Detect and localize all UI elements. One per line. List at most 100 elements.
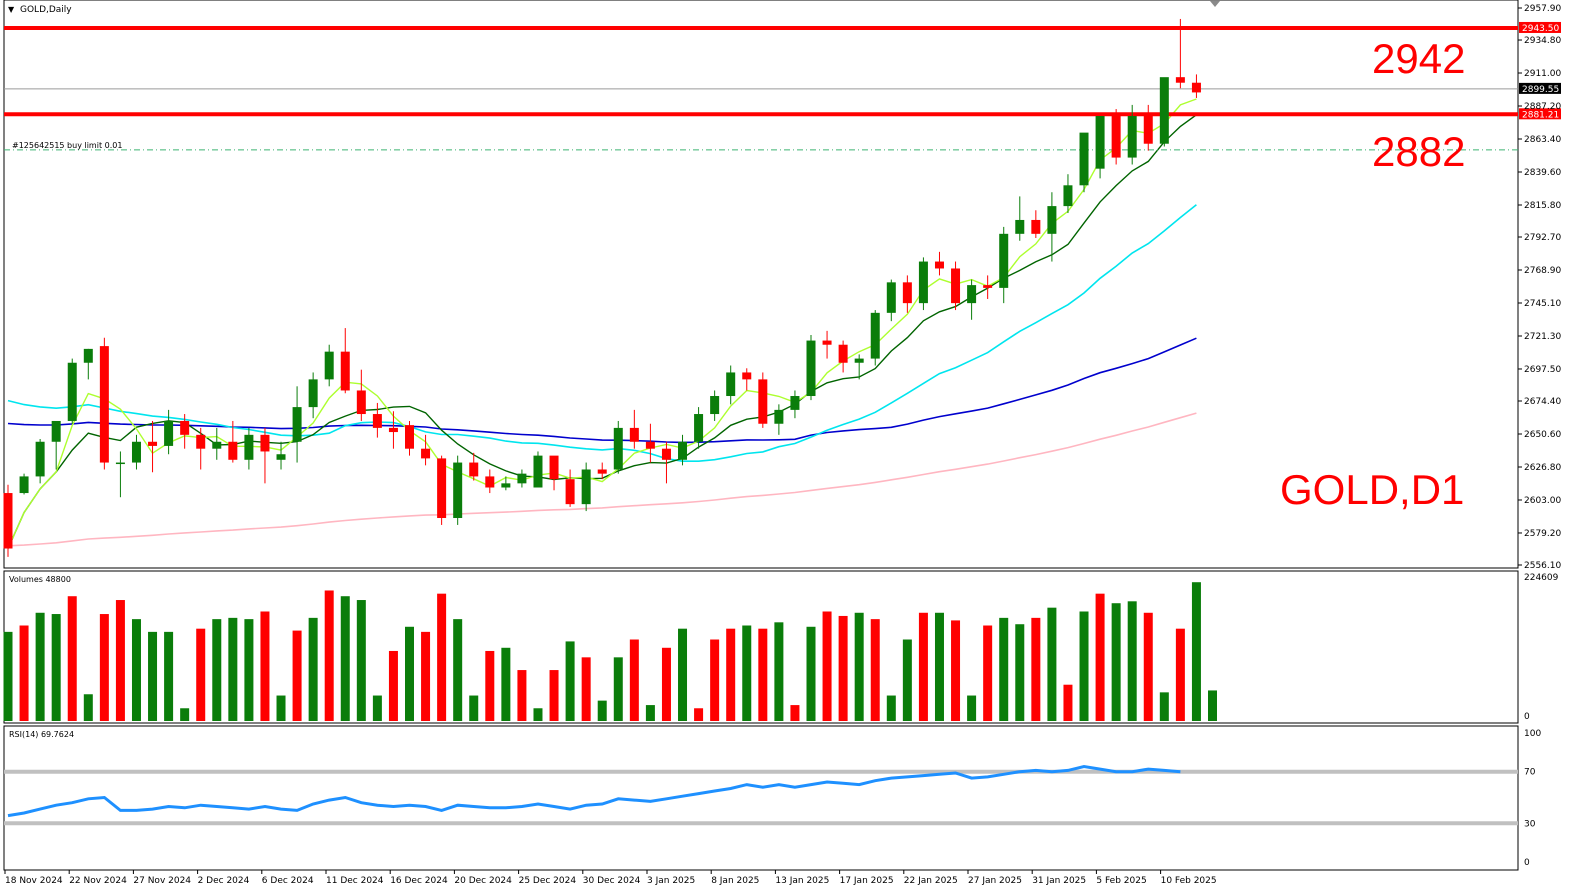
volume-bar[interactable] — [902, 639, 912, 721]
candle[interactable] — [292, 386, 302, 463]
volume-bar[interactable] — [308, 617, 318, 721]
candle[interactable] — [951, 261, 961, 311]
candle[interactable] — [260, 427, 270, 484]
volume-bar[interactable] — [678, 628, 688, 721]
candle[interactable] — [1063, 174, 1073, 214]
volume-bar[interactable] — [1063, 684, 1073, 721]
dropdown-arrow-icon[interactable]: ▼ — [8, 5, 15, 14]
volume-bar[interactable] — [83, 694, 93, 721]
candle[interactable] — [581, 462, 591, 512]
candle[interactable] — [694, 407, 704, 449]
candle[interactable] — [549, 455, 559, 491]
volume-bar[interactable] — [1159, 692, 1169, 721]
volume-bar[interactable] — [51, 614, 61, 721]
volume-bar[interactable] — [437, 593, 447, 721]
candle[interactable] — [99, 337, 109, 470]
candle[interactable] — [854, 354, 864, 380]
volume-bar[interactable] — [629, 639, 639, 721]
volume-bar[interactable] — [822, 611, 832, 721]
volume-bar[interactable] — [742, 625, 752, 721]
candle[interactable] — [822, 330, 832, 359]
candle[interactable] — [999, 226, 1009, 304]
volume-bar[interactable] — [180, 708, 190, 721]
volume-bar[interactable] — [549, 670, 559, 721]
volume-bar[interactable] — [196, 628, 206, 721]
candle[interactable] — [421, 434, 431, 466]
candle[interactable] — [356, 369, 366, 421]
volume-bar[interactable] — [421, 631, 431, 721]
price-panel[interactable] — [3, 0, 1519, 569]
candle[interactable] — [372, 402, 382, 438]
candle[interactable] — [405, 420, 414, 456]
volume-bar[interactable] — [115, 600, 125, 721]
candle[interactable] — [1031, 210, 1041, 238]
candle[interactable] — [244, 427, 254, 470]
candle[interactable] — [1175, 18, 1185, 89]
volume-bar[interactable] — [1191, 582, 1201, 721]
candle[interactable] — [886, 279, 896, 322]
volume-bar[interactable] — [983, 625, 993, 721]
volume-bar[interactable] — [886, 695, 896, 721]
candle[interactable] — [1159, 77, 1169, 147]
candle[interactable] — [726, 365, 736, 405]
volume-bar[interactable] — [838, 615, 848, 721]
volume-bar[interactable] — [565, 641, 575, 721]
candle[interactable] — [148, 420, 158, 473]
volume-bar[interactable] — [148, 631, 158, 721]
volume-bar[interactable] — [388, 650, 398, 721]
candle[interactable] — [918, 257, 928, 311]
candle[interactable] — [790, 390, 800, 419]
candle[interactable] — [164, 409, 174, 455]
candle[interactable] — [308, 372, 318, 419]
candle[interactable] — [324, 344, 334, 387]
volume-bar[interactable] — [967, 695, 977, 721]
volume-bar[interactable] — [806, 626, 816, 721]
candle[interactable] — [678, 434, 688, 466]
candle[interactable] — [3, 484, 13, 557]
volume-bar[interactable] — [934, 612, 944, 721]
candle[interactable] — [967, 279, 977, 320]
volume-bar[interactable] — [372, 695, 382, 721]
volume-bar[interactable] — [790, 705, 800, 721]
volume-bar[interactable] — [292, 630, 302, 721]
volume-bar[interactable] — [485, 650, 495, 721]
candle[interactable] — [629, 409, 639, 449]
volume-bar[interactable] — [1208, 690, 1217, 721]
volume-bar[interactable] — [533, 708, 543, 721]
candle[interactable] — [67, 358, 77, 424]
candle[interactable] — [613, 420, 623, 474]
volume-bar[interactable] — [1015, 624, 1025, 721]
candle[interactable] — [645, 423, 655, 463]
volume-bar[interactable] — [854, 612, 864, 721]
volume-bar[interactable] — [710, 639, 720, 721]
volume-bar[interactable] — [1031, 617, 1041, 721]
volume-bar[interactable] — [244, 619, 254, 721]
candle[interactable] — [1079, 132, 1089, 193]
candle[interactable] — [212, 427, 222, 460]
candle[interactable] — [517, 469, 527, 488]
candle[interactable] — [276, 441, 286, 470]
volume-bar[interactable] — [35, 612, 45, 721]
volume-bar[interactable] — [774, 622, 784, 721]
volume-bar[interactable] — [951, 620, 961, 721]
volume-bar[interactable] — [1047, 607, 1057, 721]
candle[interactable] — [1191, 74, 1201, 98]
candle[interactable] — [19, 473, 29, 495]
candle[interactable] — [902, 275, 912, 313]
volume-bar[interactable] — [581, 657, 591, 721]
candle[interactable] — [565, 469, 575, 507]
chart-shift-marker-icon[interactable] — [1210, 1, 1220, 7]
candle[interactable] — [533, 451, 543, 488]
volume-bar[interactable] — [645, 705, 655, 721]
candle[interactable] — [196, 427, 206, 470]
candle[interactable] — [485, 469, 495, 494]
candle[interactable] — [934, 251, 944, 276]
candle[interactable] — [597, 462, 607, 480]
candle[interactable] — [1111, 109, 1121, 165]
candle[interactable] — [131, 434, 141, 470]
rsi-panel[interactable] — [3, 725, 1519, 871]
candle[interactable] — [1015, 196, 1025, 241]
volume-bar[interactable] — [1095, 593, 1105, 721]
volume-bar[interactable] — [870, 619, 880, 721]
